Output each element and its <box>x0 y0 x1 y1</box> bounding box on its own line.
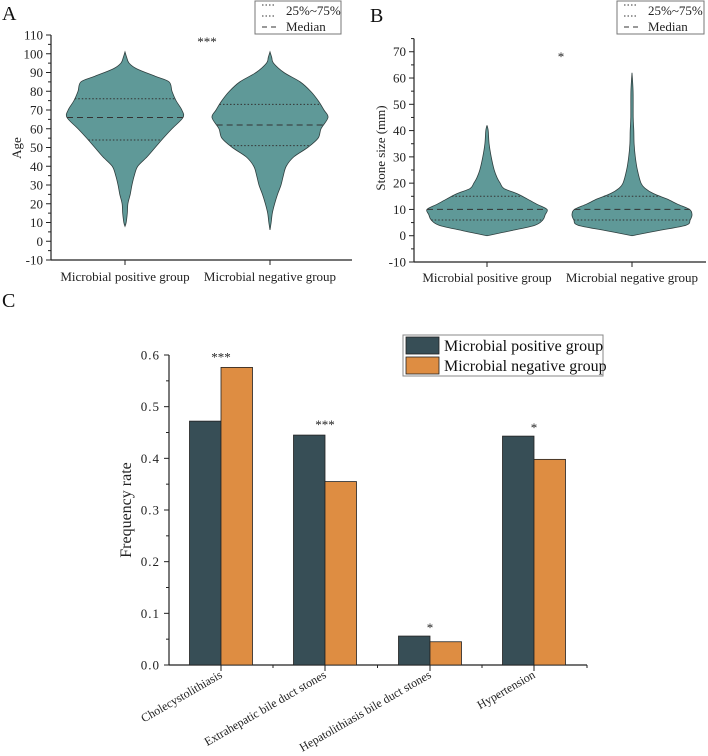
bar-positive <box>293 434 326 666</box>
x-tick-label: Microbial positive group <box>60 269 189 284</box>
legend-label: Microbial negative group <box>444 358 607 375</box>
panel-A: A -10 0 10 20 30 40 50 60 70 80 90 100 110 Age Microbia… <box>2 0 352 284</box>
x-tick-label: Cholecystolithiasis <box>138 667 224 725</box>
y-tick-label: 0.4 <box>141 451 160 466</box>
violin-positive <box>65 50 185 228</box>
panel-B: B -10 0 10 20 30 40 50 60 70 Stone size (mm) Microb… <box>370 0 706 285</box>
legend-quartile-label: 25%~75% <box>648 3 703 18</box>
y-tick-label: 70 <box>30 103 43 118</box>
y-tick-label: 90 <box>30 65 43 80</box>
legend-label: Microbial positive group <box>444 338 603 355</box>
bar-negative <box>429 641 462 666</box>
y-tick-label: -10 <box>389 255 406 270</box>
x-tick-label: Hypertension <box>475 667 538 711</box>
y-tick-label: 0.6 <box>141 348 160 363</box>
y-tick-label: 0.5 <box>141 399 160 414</box>
x-tick-label: Microbial positive group <box>422 270 551 285</box>
bar-positive <box>502 435 535 666</box>
bar-negative <box>324 481 357 666</box>
y-tick-label: 30 <box>393 149 406 164</box>
y-tick-label: 10 <box>30 215 43 230</box>
y-tick-label: 0 <box>400 228 407 243</box>
y-axis-label: Stone size (mm) <box>373 105 388 190</box>
y-tick-label: 70 <box>393 44 406 59</box>
y-axis-label: Frequency rate <box>118 462 135 558</box>
y-tick-label: 80 <box>30 84 43 99</box>
legend-quartile-label: 25%~75% <box>286 3 341 18</box>
legend-box <box>616 0 705 35</box>
violin-negative <box>211 50 329 231</box>
legend-swatch-negative <box>405 356 440 375</box>
y-tick-label: 0 <box>37 234 44 249</box>
y-tick-label: 30 <box>30 178 43 193</box>
panel-label: C <box>2 290 15 312</box>
y-tick-label: 40 <box>393 123 406 138</box>
y-tick-label: 0.0 <box>141 658 160 673</box>
legend: 25%~75%Median <box>254 0 342 35</box>
y-tick-label: 10 <box>393 202 406 217</box>
y-tick-label: -10 <box>26 253 43 268</box>
y-tick-label: 0.1 <box>141 606 160 621</box>
y-tick-label: 20 <box>393 176 406 191</box>
significance-marker: * <box>531 420 538 435</box>
significance-marker: * <box>427 620 434 635</box>
y-tick-label: 60 <box>30 121 43 136</box>
significance-marker: *** <box>315 417 335 432</box>
x-tick-label: Microbial negative group <box>204 269 336 284</box>
significance-marker: *** <box>211 349 231 364</box>
significance-marker: *** <box>197 34 217 49</box>
violin-positive <box>426 125 548 237</box>
panel-label: A <box>2 3 17 25</box>
legend: 25%~75%Median <box>616 0 705 35</box>
y-tick-label: 40 <box>30 159 43 174</box>
legend: Microbial positive group Microbial negati… <box>402 334 607 377</box>
significance-marker: * <box>558 49 565 64</box>
panel-label: B <box>370 5 383 27</box>
legend-swatch-positive <box>405 336 440 355</box>
bar-positive <box>398 635 431 666</box>
y-tick-label: 50 <box>393 97 406 112</box>
y-tick-label: 110 <box>24 28 43 43</box>
violin-negative <box>571 72 693 237</box>
bar-negative <box>220 366 253 666</box>
y-tick-label: 0.3 <box>141 503 160 518</box>
y-axis-label: Age <box>9 137 24 159</box>
bar-negative <box>533 458 566 666</box>
y-tick-label: 100 <box>24 46 44 61</box>
y-tick-label: 0.2 <box>141 554 160 569</box>
legend-median-label: Median <box>286 19 326 34</box>
y-tick-label: 20 <box>30 196 43 211</box>
legend-median-label: Median <box>648 19 688 34</box>
bar-positive <box>189 420 222 666</box>
x-tick-label: Microbial negative group <box>566 270 698 285</box>
y-tick-label: 60 <box>393 71 406 86</box>
y-tick-label: 50 <box>30 140 43 155</box>
legend-box <box>254 0 342 35</box>
panel-C: C 0.0 0.1 0.2 0.3 0.4 0.5 0.6 Frequency rate *** C… <box>2 290 607 754</box>
